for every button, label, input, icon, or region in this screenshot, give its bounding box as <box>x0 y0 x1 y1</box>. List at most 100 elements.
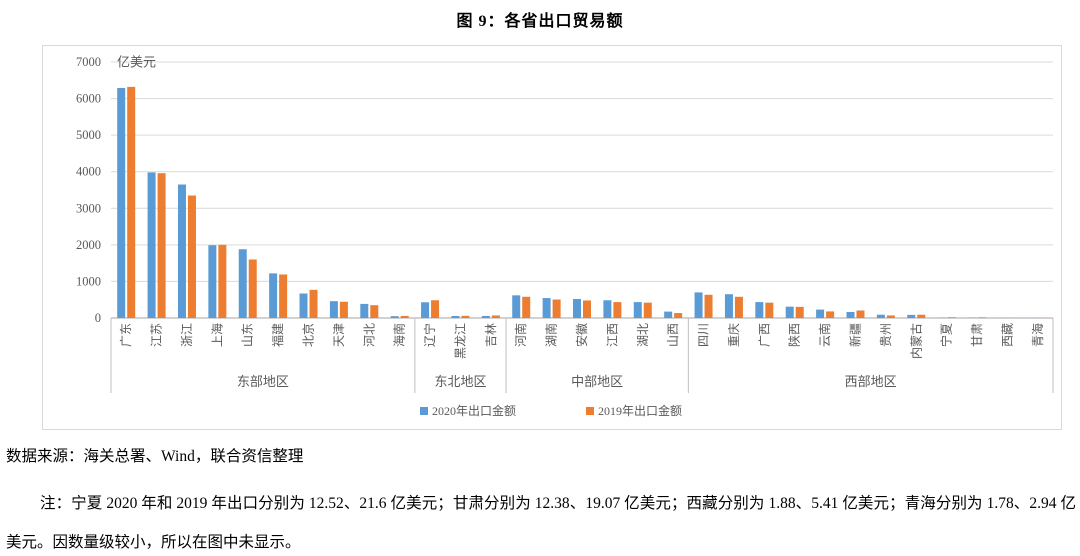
bar-2020年出口金额-湖南 <box>542 298 551 318</box>
bar-2020年出口金额-江西 <box>603 300 612 318</box>
x-axis-label-上海: 上海 <box>209 323 224 347</box>
region-label-中部地区: 中部地区 <box>571 374 623 389</box>
x-axis-label-湖北: 湖北 <box>635 323 650 347</box>
bar-2020年出口金额-辽宁 <box>421 302 430 318</box>
x-axis-label-贵州: 贵州 <box>879 323 893 347</box>
y-axis-unit-label: 亿美元 <box>117 55 156 70</box>
bar-2019年出口金额-广西 <box>765 302 774 318</box>
bar-2020年出口金额-上海 <box>208 245 217 318</box>
bar-2020年出口金额-重庆 <box>724 294 733 318</box>
chart-container: 0 1000 2000 3000 4000 5000 6000 7000 亿美元广东 江苏 浙江 上海… <box>42 45 1062 430</box>
legend-label-2019年出口金额: 2019年出口金额 <box>598 403 682 418</box>
x-axis-label-广西: 广西 <box>757 323 771 347</box>
bar-2020年出口金额-广西 <box>755 302 764 318</box>
legend-swatch-2020年出口金额 <box>420 407 428 415</box>
y-axis-label-3000: 3000 <box>76 201 101 215</box>
x-axis-label-山东: 山东 <box>241 323 255 347</box>
y-axis-label-0: 0 <box>95 311 101 325</box>
x-axis-label-陕西: 陕西 <box>787 323 802 347</box>
bar-2020年出口金额-湖北 <box>633 302 642 318</box>
bar-2019年出口金额-北京 <box>309 289 318 318</box>
x-axis-label-湖南: 湖南 <box>544 323 559 347</box>
bar-2019年出口金额-安徽 <box>583 300 591 318</box>
bar-2020年出口金额-广东 <box>117 87 126 318</box>
bar-2019年出口金额-内蒙古 <box>917 314 926 318</box>
x-axis-label-江苏: 江苏 <box>150 323 164 347</box>
bar-2019年出口金额-重庆 <box>734 296 743 318</box>
y-axis-label-5000: 5000 <box>76 128 101 142</box>
bar-2019年出口金额-浙江 <box>187 195 196 318</box>
x-axis-label-山西: 山西 <box>666 323 680 347</box>
bar-2019年出口金额-河北 <box>370 305 379 318</box>
bar-2020年出口金额-陕西 <box>785 306 794 318</box>
bar-2020年出口金额-河北 <box>360 303 369 318</box>
bar-2020年出口金额-黑龙江 <box>451 315 460 318</box>
region-label-东北地区: 东北地区 <box>434 374 486 389</box>
bar-2019年出口金额-湖北 <box>643 302 652 318</box>
x-axis-label-黑龙江: 黑龙江 <box>453 323 467 359</box>
bar-2019年出口金额-吉林 <box>491 315 500 318</box>
bar-2020年出口金额-内蒙古 <box>907 314 916 318</box>
x-axis-label-宁夏: 宁夏 <box>939 323 954 347</box>
x-axis-label-北京: 北京 <box>302 323 316 347</box>
x-axis-label-河北: 河北 <box>362 323 376 347</box>
bar-2019年出口金额-宁夏 <box>947 317 956 318</box>
bar-2019年出口金额-甘肃 <box>978 317 987 318</box>
chart-title: 图 9：各省出口贸易额 <box>456 13 624 30</box>
bar-2020年出口金额-云南 <box>816 309 825 318</box>
bar-2020年出口金额-四川 <box>694 292 703 318</box>
x-axis-label-云南: 云南 <box>817 323 832 347</box>
y-axis-label-6000: 6000 <box>76 92 101 106</box>
x-axis-label-天津: 天津 <box>332 323 346 347</box>
region-label-西部地区: 西部地区 <box>845 374 897 389</box>
bar-2019年出口金额-湖南 <box>552 299 561 318</box>
bar-2019年出口金额-广东 <box>127 86 136 318</box>
x-axis-label-江西: 江西 <box>605 323 619 347</box>
bar-2019年出口金额-贵州 <box>886 315 895 318</box>
x-axis-label-海南: 海南 <box>392 323 407 347</box>
x-axis-label-广东: 广东 <box>119 323 133 347</box>
bar-2020年出口金额-新疆 <box>846 311 855 318</box>
y-axis-label-1000: 1000 <box>76 274 101 288</box>
x-axis-label-重庆: 重庆 <box>727 323 741 347</box>
x-axis-label-四川: 四川 <box>697 323 711 347</box>
bar-2020年出口金额-贵州 <box>876 314 885 318</box>
bar-2019年出口金额-江苏 <box>157 173 166 318</box>
y-axis-label-4000: 4000 <box>76 165 101 179</box>
bar-2020年出口金额-安徽 <box>573 298 581 318</box>
bar-2019年出口金额-四川 <box>704 294 713 318</box>
y-axis-label-2000: 2000 <box>76 238 101 252</box>
bar-2020年出口金额-吉林 <box>481 315 490 318</box>
x-axis-label-浙江: 浙江 <box>180 323 194 347</box>
bar-2020年出口金额-天津 <box>329 301 338 318</box>
bar-2019年出口金额-云南 <box>826 311 835 318</box>
bar-2020年出口金额-山西 <box>664 311 673 318</box>
x-axis-label-新疆: 新疆 <box>847 323 862 347</box>
bar-2019年出口金额-陕西 <box>795 306 804 318</box>
bar-2019年出口金额-黑龙江 <box>461 315 470 318</box>
bar-2019年出口金额-河南 <box>522 296 531 318</box>
x-axis-label-辽宁: 辽宁 <box>422 323 437 347</box>
bar-2019年出口金额-山东 <box>248 259 257 318</box>
bar-2020年出口金额-福建 <box>269 273 278 318</box>
x-axis-label-河南: 河南 <box>513 323 528 347</box>
region-label-东部地区: 东部地区 <box>237 374 289 389</box>
bar-2019年出口金额-山西 <box>674 313 683 318</box>
data-source-line: 数据来源：海关总署、Wind，联合资信整理 <box>6 448 304 465</box>
bar-2020年出口金额-北京 <box>299 293 308 318</box>
bar-2019年出口金额-天津 <box>339 301 348 318</box>
bar-2019年出口金额-上海 <box>218 244 227 318</box>
legend-swatch-2019年出口金额 <box>586 407 594 415</box>
x-axis-label-青海: 青海 <box>1030 323 1045 347</box>
bar-2020年出口金额-山东 <box>238 249 247 318</box>
x-axis-label-内蒙古: 内蒙古 <box>908 323 923 359</box>
bar-2020年出口金额-江苏 <box>147 172 156 318</box>
x-axis-label-西藏: 西藏 <box>1000 323 1014 347</box>
x-axis-label-吉林: 吉林 <box>484 323 498 347</box>
x-axis-label-安徽: 安徽 <box>574 323 589 347</box>
bar-2019年出口金额-福建 <box>279 274 288 318</box>
y-axis-label-7000: 7000 <box>76 55 101 69</box>
bar-2019年出口金额-辽宁 <box>431 300 440 318</box>
